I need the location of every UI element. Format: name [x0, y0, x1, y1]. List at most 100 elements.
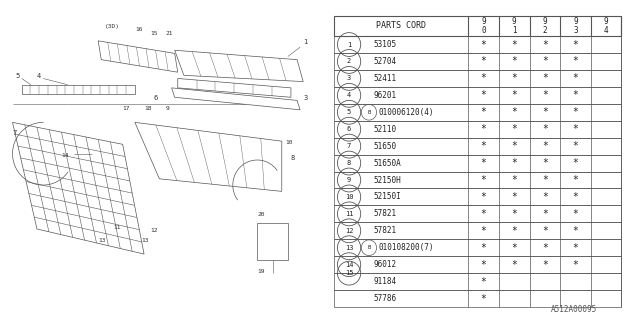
Text: 18: 18	[144, 106, 152, 111]
Text: 11: 11	[113, 225, 121, 230]
Text: *: *	[511, 158, 517, 168]
Text: 96012: 96012	[374, 260, 397, 269]
Text: *: *	[573, 90, 579, 100]
Text: 8: 8	[347, 160, 351, 166]
Text: 9
0: 9 0	[481, 17, 486, 35]
Text: *: *	[542, 175, 548, 185]
Text: *: *	[511, 40, 517, 50]
Text: 16: 16	[135, 28, 142, 32]
Text: *: *	[511, 226, 517, 236]
Bar	[334, 239, 621, 256]
Text: 010006120(4): 010006120(4)	[378, 108, 434, 117]
Text: 52150H: 52150H	[374, 175, 401, 185]
Text: 9: 9	[347, 177, 351, 183]
Text: 57821: 57821	[374, 226, 397, 235]
Text: 14: 14	[345, 262, 353, 268]
Text: 7: 7	[13, 130, 17, 136]
Text: *: *	[542, 124, 548, 134]
Text: 2: 2	[347, 59, 351, 64]
Text: *: *	[573, 73, 579, 84]
Text: 57786: 57786	[374, 294, 397, 303]
Bar	[334, 70, 621, 87]
Text: *: *	[511, 107, 517, 117]
Text: 3: 3	[347, 76, 351, 81]
Text: *: *	[542, 260, 548, 270]
Bar	[334, 222, 621, 239]
Bar	[334, 290, 621, 307]
Text: 9: 9	[166, 106, 169, 111]
Text: *: *	[542, 56, 548, 67]
Text: B: B	[367, 245, 371, 250]
Text: *: *	[481, 175, 486, 185]
Text: 5: 5	[347, 109, 351, 115]
Text: *: *	[573, 40, 579, 50]
Text: *: *	[542, 192, 548, 202]
Text: *: *	[573, 192, 579, 202]
Text: 17: 17	[123, 106, 130, 111]
Text: *: *	[542, 40, 548, 50]
Text: 12: 12	[150, 228, 157, 233]
Text: 96201: 96201	[374, 91, 397, 100]
Text: 91184: 91184	[374, 277, 397, 286]
Bar	[334, 16, 621, 36]
Text: *: *	[481, 40, 486, 50]
Text: 11: 11	[345, 211, 353, 217]
Bar	[334, 121, 621, 138]
Text: *: *	[511, 175, 517, 185]
Text: *: *	[481, 158, 486, 168]
Text: *: *	[573, 243, 579, 253]
Text: *: *	[542, 226, 548, 236]
Text: 15: 15	[345, 270, 353, 276]
Text: 52411: 52411	[374, 74, 397, 83]
Text: (3D): (3D)	[104, 24, 119, 29]
Text: 7: 7	[347, 143, 351, 149]
Text: 9
4: 9 4	[604, 17, 609, 35]
Text: 13: 13	[345, 245, 353, 251]
Text: 52150I: 52150I	[374, 192, 401, 202]
Text: 6: 6	[347, 126, 351, 132]
Text: *: *	[511, 260, 517, 270]
Text: 3: 3	[303, 95, 307, 101]
Text: *: *	[481, 141, 486, 151]
Bar	[257, 223, 288, 260]
Text: *: *	[573, 107, 579, 117]
Text: *: *	[481, 73, 486, 84]
Text: *: *	[481, 90, 486, 100]
Text: 10: 10	[345, 194, 353, 200]
Text: 57821: 57821	[374, 209, 397, 218]
Text: *: *	[542, 107, 548, 117]
Text: 52110: 52110	[374, 125, 397, 134]
Text: *: *	[542, 90, 548, 100]
Text: 19: 19	[257, 269, 265, 274]
Bar	[334, 36, 621, 53]
Bar	[334, 273, 621, 290]
Bar	[334, 256, 621, 273]
Text: *: *	[481, 107, 486, 117]
Text: 9
3: 9 3	[573, 17, 578, 35]
Bar	[334, 138, 621, 155]
Text: *: *	[481, 276, 486, 287]
Text: *: *	[542, 73, 548, 84]
Text: 1: 1	[303, 39, 307, 45]
Text: *: *	[573, 124, 579, 134]
Text: *: *	[511, 124, 517, 134]
Text: *: *	[511, 141, 517, 151]
Bar	[334, 205, 621, 222]
Text: 4: 4	[347, 92, 351, 98]
Text: *: *	[573, 56, 579, 67]
Text: 14: 14	[61, 153, 69, 158]
Bar	[334, 172, 621, 188]
Text: 52704: 52704	[374, 57, 397, 66]
Text: PARTS CORD: PARTS CORD	[376, 21, 426, 30]
Text: *: *	[511, 243, 517, 253]
Text: 51650: 51650	[374, 142, 397, 151]
Text: *: *	[542, 209, 548, 219]
Text: *: *	[573, 260, 579, 270]
Text: *: *	[542, 158, 548, 168]
Text: 10: 10	[285, 140, 292, 145]
Text: 8: 8	[291, 155, 295, 161]
Text: 010108200(7): 010108200(7)	[378, 243, 434, 252]
Text: *: *	[511, 192, 517, 202]
Text: 5: 5	[15, 74, 20, 79]
Text: 13: 13	[141, 237, 148, 243]
